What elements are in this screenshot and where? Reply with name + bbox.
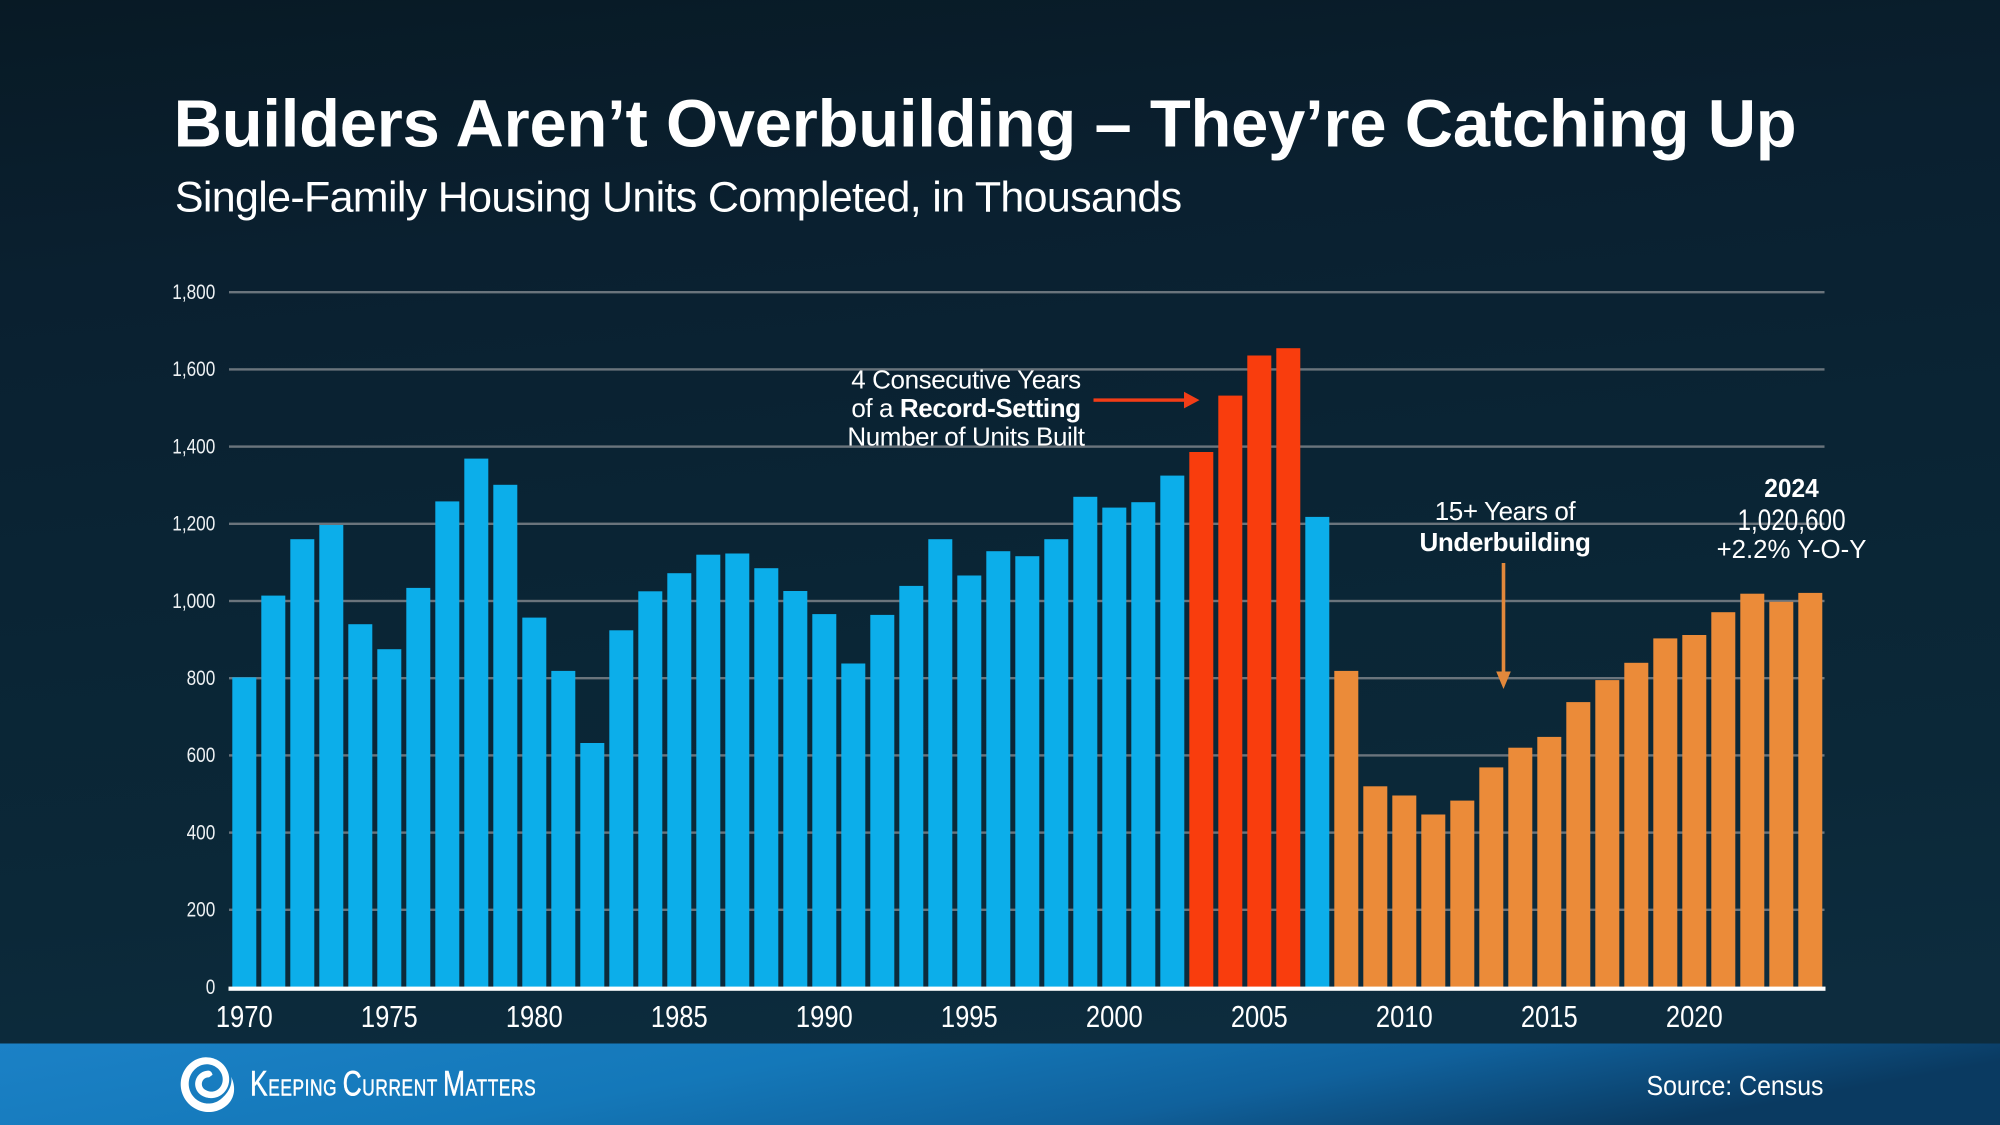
svg-text:1985: 1985 xyxy=(651,1000,708,1035)
svg-text:1995: 1995 xyxy=(941,1000,998,1035)
svg-text:800: 800 xyxy=(187,666,216,690)
svg-text:2015: 2015 xyxy=(1521,1000,1578,1035)
svg-text:Source: Census: Source: Census xyxy=(1646,1070,1823,1102)
svg-text:1990: 1990 xyxy=(796,1000,853,1035)
svg-text:+2.2% Y-O-Y: +2.2% Y-O-Y xyxy=(1717,536,1867,564)
svg-text:Single-Family Housing Units Co: Single-Family Housing Units Completed, i… xyxy=(175,174,1182,222)
svg-text:1,020,600: 1,020,600 xyxy=(1737,504,1845,537)
svg-text:400: 400 xyxy=(187,821,216,845)
svg-text:1,200: 1,200 xyxy=(172,512,215,536)
svg-text:KEEPING CURRENT MATTERS: KEEPING CURRENT MATTERS xyxy=(250,1064,536,1104)
svg-text:600: 600 xyxy=(187,743,216,767)
svg-text:1975: 1975 xyxy=(361,1000,418,1035)
svg-text:1,400: 1,400 xyxy=(172,435,215,459)
svg-text:1,600: 1,600 xyxy=(172,357,215,381)
svg-text:1,800: 1,800 xyxy=(172,280,215,304)
svg-text:2005: 2005 xyxy=(1231,1000,1288,1035)
svg-text:2010: 2010 xyxy=(1376,1000,1433,1035)
svg-text:1970: 1970 xyxy=(216,1000,273,1035)
svg-text:2000: 2000 xyxy=(1086,1000,1143,1035)
svg-text:Builders Aren’t Overbuilding –: Builders Aren’t Overbuilding – They’re C… xyxy=(174,87,1797,162)
svg-text:2024: 2024 xyxy=(1764,474,1819,503)
svg-text:0: 0 xyxy=(206,975,216,999)
svg-text:1980: 1980 xyxy=(506,1000,563,1035)
svg-text:1,000: 1,000 xyxy=(172,589,215,613)
svg-text:200: 200 xyxy=(187,898,216,922)
svg-text:2020: 2020 xyxy=(1666,1000,1723,1035)
